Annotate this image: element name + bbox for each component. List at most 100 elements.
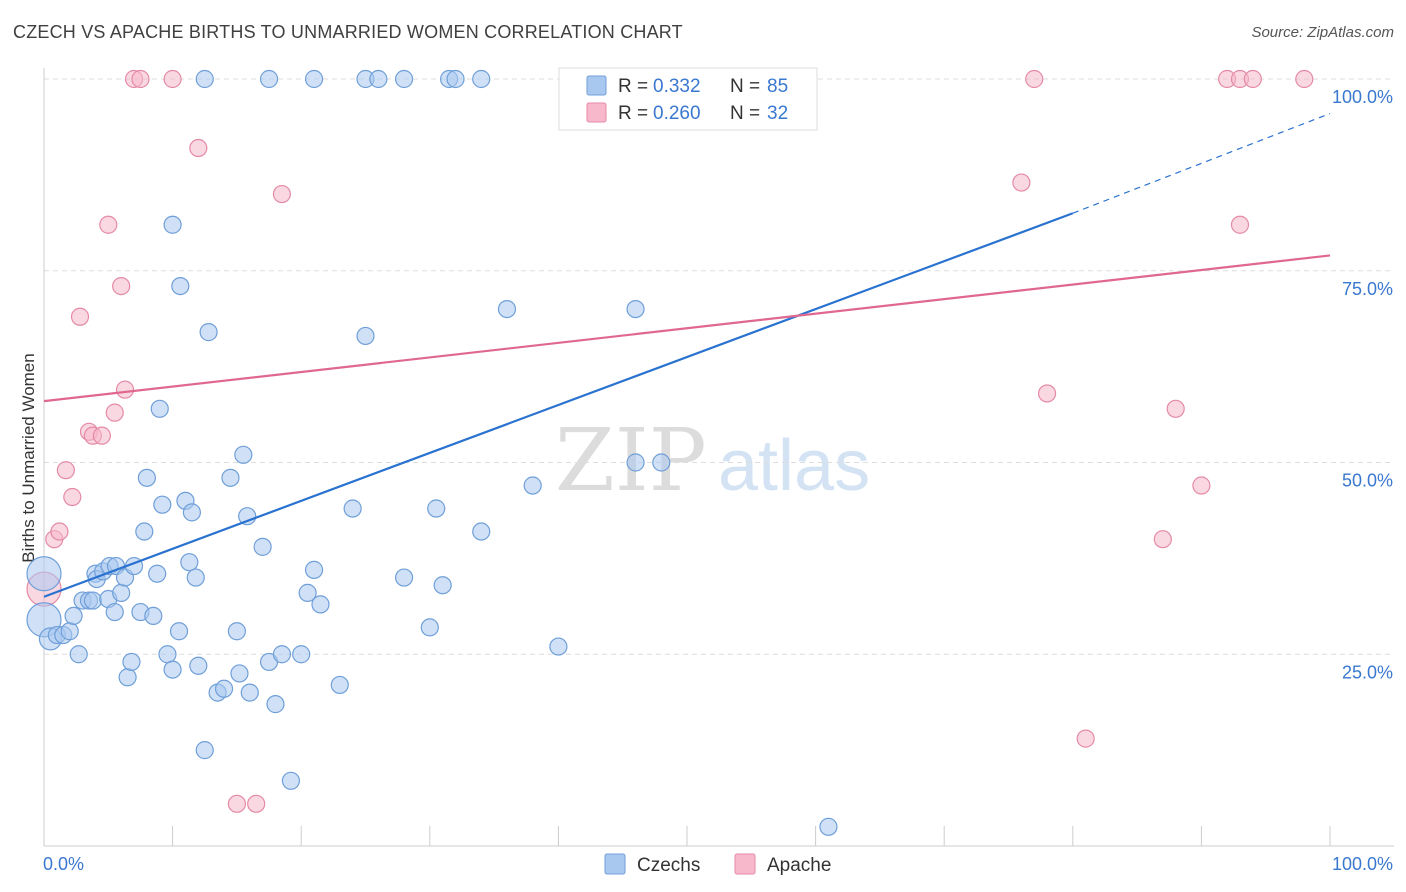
czech-point-75 [259, 69, 279, 89]
czech-point-33 [169, 622, 189, 641]
bottom-legend-apache-swatch [734, 853, 756, 875]
czech-point-36 [180, 553, 199, 572]
apache-point-23 [1076, 729, 1095, 748]
y-tick-label-50: 50.0% [1342, 471, 1393, 491]
apache-point-21 [1025, 69, 1044, 89]
legend-apache-n-label: N = [730, 103, 760, 124]
czech-point-72 [652, 453, 671, 472]
apache-point-31 [1295, 69, 1314, 89]
czech-point-10 [83, 591, 102, 610]
czech-point-34 [171, 276, 190, 296]
y-tick-label-100: 100.0% [1332, 87, 1393, 107]
czech-point-62 [394, 568, 414, 587]
chart-title: CZECH VS APACHE BIRTHS TO UNMARRIED WOME… [13, 22, 683, 42]
czech-point-69 [549, 637, 568, 656]
czech-point-7 [69, 645, 88, 664]
legend-apache-n-value: 32 [767, 103, 788, 124]
czech-point-25 [137, 468, 156, 487]
czech-point-32 [163, 215, 182, 234]
czech-point-78 [369, 69, 388, 89]
bottom-legend: Czechs Apache [604, 853, 831, 876]
legend-czech-n-label: N = [730, 76, 760, 97]
czech-point-28 [150, 399, 169, 418]
czech-point-55 [292, 645, 311, 664]
series-apache-points [26, 69, 1314, 813]
y-tick-label-75: 75.0% [1342, 279, 1393, 299]
czech-point-40 [195, 741, 214, 760]
watermark-atlas: atlas [718, 426, 870, 506]
czech-point-58 [311, 595, 330, 614]
y-tick-label-25: 25.0% [1342, 662, 1393, 682]
czech-point-53 [272, 645, 292, 664]
legend-czech-r-label: R = [618, 76, 648, 97]
czech-point-41 [199, 323, 218, 342]
apache-point-17 [227, 794, 246, 813]
czech-point-50 [253, 537, 272, 556]
bottom-legend-czech-swatch [604, 853, 626, 875]
czech-point-70 [626, 300, 645, 319]
czech-point-68 [523, 476, 542, 495]
czech-point-20 [118, 668, 137, 687]
apache-trend-line [43, 254, 1331, 403]
y-tick-labels: 100.0% 75.0% 50.0% 25.0% [1332, 87, 1393, 682]
source-credit: Source: ZipAtlas.com [1251, 24, 1394, 41]
czech-point-27 [148, 564, 167, 583]
czech-trend-line [43, 212, 1074, 598]
czech-point-76 [304, 69, 324, 89]
apache-point-22 [1037, 384, 1057, 403]
czech-point-66 [472, 522, 491, 541]
bottom-legend-czech-label: Czechs [637, 855, 700, 876]
czech-point-31 [163, 660, 182, 679]
apache-point-30 [1243, 69, 1262, 89]
czech-point-26 [144, 606, 163, 626]
stats-legend: R = 0.332 N = 85 R = 0.260 N = 32 [558, 67, 818, 131]
apache-point-20 [1012, 173, 1031, 192]
czech-point-18 [112, 583, 131, 602]
czech-point-67 [497, 300, 517, 319]
apache-point-5 [70, 307, 90, 326]
czech-point-79 [394, 69, 414, 89]
apache-point-10 [105, 403, 124, 422]
czech-point-46 [230, 664, 249, 683]
czech-point-38 [186, 568, 205, 587]
bottom-legend-apache-label: Apache [767, 855, 831, 876]
apache-point-19 [272, 184, 292, 204]
y-axis-title: Births to Unmarried Women [19, 353, 38, 562]
apache-point-8 [92, 426, 111, 445]
legend-apache-r-value: 0.260 [653, 103, 701, 124]
czech-point-21 [122, 652, 141, 672]
czech-point-6 [64, 606, 83, 626]
czech-point-54 [281, 771, 301, 790]
czech-point-82 [472, 69, 491, 89]
czech-point-5 [60, 622, 79, 641]
czech-point-63 [420, 618, 439, 637]
x-tick-label-right: 100.0% [1332, 854, 1393, 874]
czech-point-71 [626, 453, 645, 472]
apache-point-9 [99, 215, 118, 234]
series-czech-points [26, 69, 838, 836]
legend-czech-r-value: 0.332 [653, 76, 701, 97]
czech-point-47 [234, 445, 253, 464]
apache-point-11 [112, 276, 131, 296]
apache-point-14 [131, 69, 150, 89]
czech-point-43 [214, 679, 234, 698]
x-tick-label-left: 0.0% [43, 854, 84, 874]
grid-lines [44, 78, 1394, 655]
czech-point-49 [240, 683, 259, 702]
legend-apache-swatch [586, 102, 607, 123]
czech-point-24 [135, 522, 154, 541]
apache-point-25 [1166, 399, 1185, 418]
apache-point-18 [247, 794, 266, 813]
czech-point-64 [427, 499, 446, 518]
czech-point-65 [433, 576, 452, 595]
x-axis-ticks [43, 826, 1331, 846]
czech-point-56 [298, 583, 317, 602]
apache-point-26 [1192, 476, 1211, 495]
apache-point-2 [50, 522, 69, 541]
apache-point-3 [56, 461, 75, 480]
czech-point-45 [227, 622, 246, 641]
czech-point-52 [266, 695, 285, 714]
czech-point-29 [153, 495, 172, 514]
czech-point-59 [330, 675, 349, 695]
